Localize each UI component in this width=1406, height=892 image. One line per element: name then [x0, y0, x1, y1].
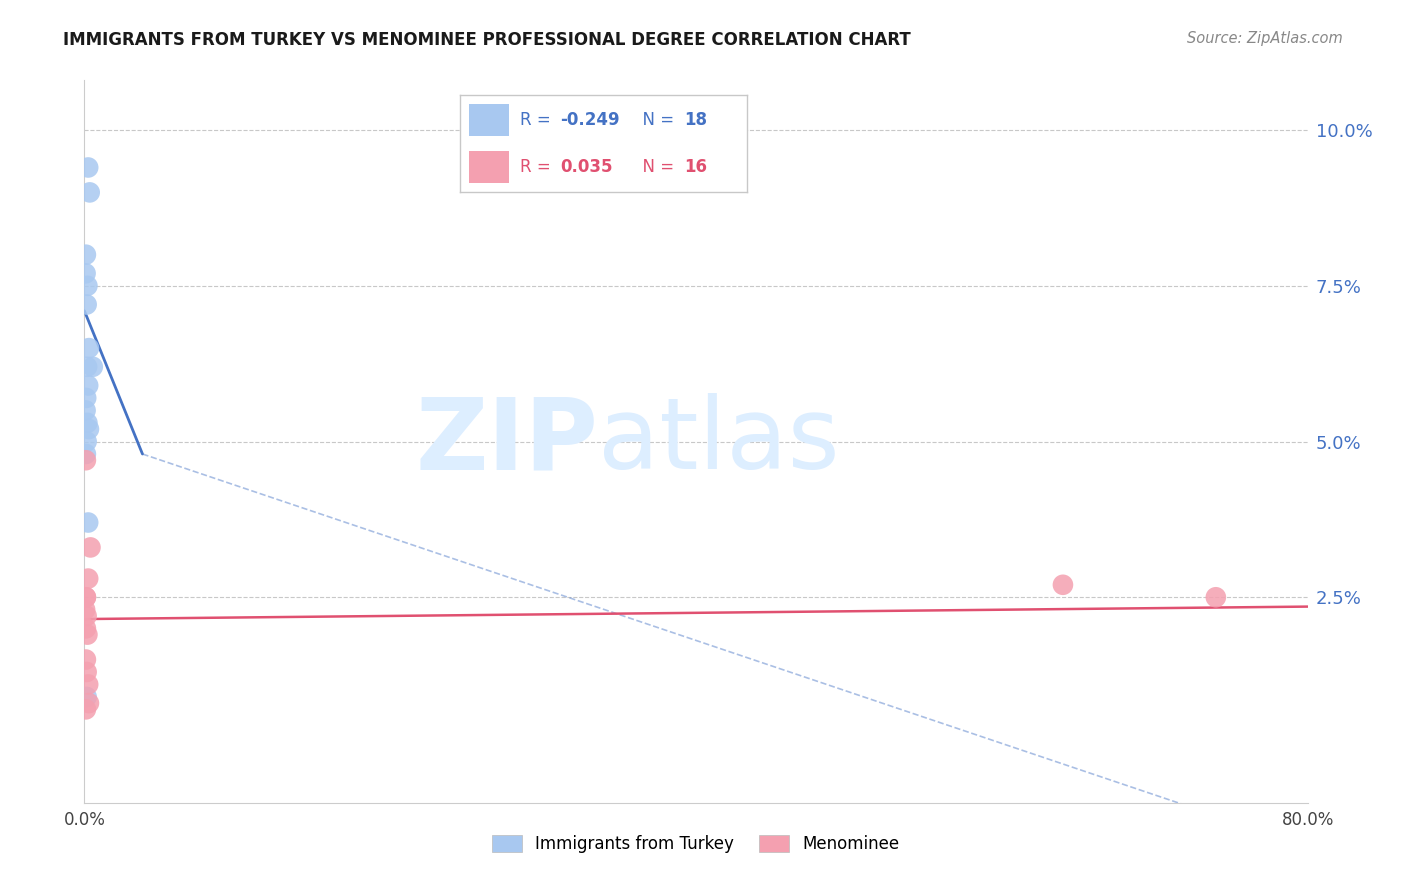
Point [75, 248, 97, 262]
Text: Source: ZipAtlas.com: Source: ZipAtlas.com [1187, 31, 1343, 46]
Point [75, 591, 97, 605]
Point [77, 572, 100, 586]
Point [75, 603, 97, 617]
Point [79, 186, 101, 200]
Point [77, 677, 100, 691]
Legend: Immigrants from Turkey, Menominee: Immigrants from Turkey, Menominee [485, 828, 907, 860]
Point [75, 391, 97, 405]
Point [76, 609, 98, 624]
Point [76, 627, 98, 641]
Point [75, 702, 97, 716]
Point [77, 161, 100, 175]
Point [76, 434, 98, 449]
Point [76, 297, 98, 311]
Point [79, 541, 101, 555]
Point [1205, 591, 1227, 605]
Point [77, 516, 100, 530]
Point [76, 690, 98, 704]
Point [75, 403, 97, 417]
Point [76, 278, 98, 293]
Point [75, 266, 97, 280]
Point [76, 665, 98, 679]
Point [75, 652, 97, 666]
Point [77, 422, 100, 436]
Point [75, 453, 97, 467]
Point [1052, 578, 1074, 592]
Point [75, 621, 97, 635]
Text: atlas: atlas [598, 393, 839, 490]
Point [76, 359, 98, 374]
Text: ZIP: ZIP [415, 393, 598, 490]
Point [76, 416, 98, 430]
Point [77, 696, 100, 710]
Point [75, 447, 97, 461]
Point [77, 378, 100, 392]
Point [77, 341, 100, 355]
Point [82, 359, 104, 374]
Text: IMMIGRANTS FROM TURKEY VS MENOMINEE PROFESSIONAL DEGREE CORRELATION CHART: IMMIGRANTS FROM TURKEY VS MENOMINEE PROF… [63, 31, 911, 49]
Point [75, 591, 97, 605]
